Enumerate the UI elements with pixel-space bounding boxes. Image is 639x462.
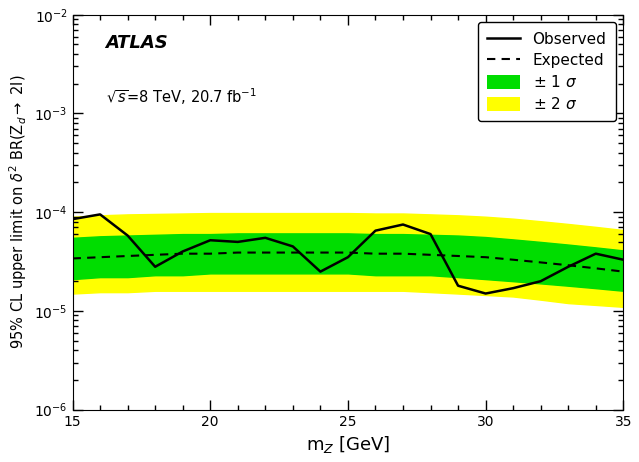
X-axis label: m$_{Z}$ [GeV]: m$_{Z}$ [GeV] (305, 434, 390, 455)
Y-axis label: 95% CL upper limit on $\delta^2$ BR(Z$_{d}$$\rightarrow$ 2l): 95% CL upper limit on $\delta^2$ BR(Z$_{… (7, 75, 29, 349)
Text: $\sqrt{s}$=8 TeV, 20.7 fb$^{-1}$: $\sqrt{s}$=8 TeV, 20.7 fb$^{-1}$ (105, 86, 256, 107)
Legend: Observed, Expected, $\pm$ 1 $\sigma$, $\pm$ 2 $\sigma$: Observed, Expected, $\pm$ 1 $\sigma$, $\… (477, 22, 615, 121)
Text: ATLAS: ATLAS (105, 35, 168, 53)
